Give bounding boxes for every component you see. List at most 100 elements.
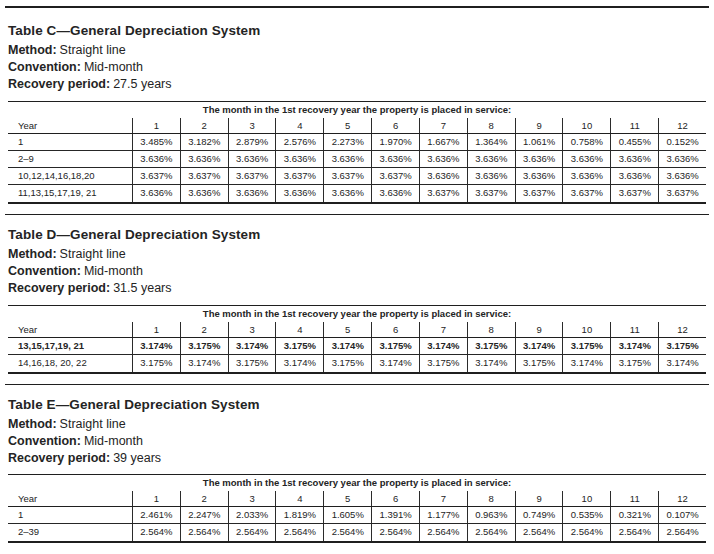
rate-cell: 2.564% xyxy=(371,524,419,541)
rate-cell: 3.175% xyxy=(467,338,515,354)
month-col-header: 7 xyxy=(419,322,467,337)
table-row: 12.461%2.247%2.033%1.819%1.605%1.391%1.1… xyxy=(8,507,706,524)
rate-cell: 3.636% xyxy=(132,151,180,167)
recovery-period-label: Recovery period: xyxy=(8,451,110,465)
recovery-period-line: Recovery period:31.5 years xyxy=(8,282,709,295)
rate-cell: 3.637% xyxy=(228,168,276,184)
method-line: Method:Straight line xyxy=(8,44,709,57)
rate-cell: 2.461% xyxy=(132,507,180,523)
rate-cell: 3.175% xyxy=(419,355,467,372)
rate-cell: 0.963% xyxy=(467,507,515,523)
month-col-header: 8 xyxy=(467,491,515,506)
rate-cell: 3.174% xyxy=(323,338,371,354)
month-col-header: 12 xyxy=(658,322,706,337)
recovery-period-line: Recovery period:27.5 years xyxy=(8,78,709,91)
month-col-header: 4 xyxy=(275,322,323,337)
rate-cell: 3.636% xyxy=(658,168,706,184)
convention-line: Convention:Mid-month xyxy=(8,435,709,448)
rate-cell: 0.107% xyxy=(658,507,706,523)
rate-cell: 3.637% xyxy=(515,185,563,202)
section-divider-line xyxy=(5,384,709,385)
rate-cell: 3.174% xyxy=(467,355,515,372)
rate-cell: 3.636% xyxy=(467,168,515,184)
table-row: 10,12,14,16,18,203.637%3.637%3.637%3.637… xyxy=(8,168,706,185)
rate-cell: 3.174% xyxy=(610,338,658,354)
rate-cell: 3.174% xyxy=(180,355,228,372)
convention-label: Convention: xyxy=(8,60,81,74)
document-page: Table C—General Depreciation System Meth… xyxy=(0,6,714,543)
month-col-header: 11 xyxy=(610,118,658,133)
rate-cell: 1.364% xyxy=(467,134,515,150)
rate-cell: 0.455% xyxy=(610,134,658,150)
convention-line: Convention:Mid-month xyxy=(8,265,709,278)
row-label: 13,15,17,19, 21 xyxy=(8,338,132,354)
convention-label: Convention: xyxy=(8,264,81,278)
rate-cell: 3.485% xyxy=(132,134,180,150)
month-col-header: 6 xyxy=(371,322,419,337)
rate-cell: 3.174% xyxy=(419,338,467,354)
rate-cell: 3.636% xyxy=(275,151,323,167)
rate-cell: 3.175% xyxy=(610,355,658,372)
rate-cell: 3.174% xyxy=(515,338,563,354)
rate-cell: 1.391% xyxy=(371,507,419,523)
month-col-header: 9 xyxy=(515,118,563,133)
convention-line: Convention:Mid-month xyxy=(8,61,709,74)
year-col-header: Year xyxy=(8,491,132,506)
rate-cell: 3.175% xyxy=(515,355,563,372)
rate-cell: 0.152% xyxy=(658,134,706,150)
rate-cell: 0.535% xyxy=(562,507,610,523)
rate-cell: 3.174% xyxy=(132,338,180,354)
rate-cell: 3.174% xyxy=(371,355,419,372)
recovery-period-label: Recovery period: xyxy=(8,281,110,295)
rate-cell: 1.177% xyxy=(419,507,467,523)
rate-cell: 2.879% xyxy=(228,134,276,150)
table-row: 13.485%3.182%2.879%2.576%2.273%1.970%1.6… xyxy=(8,134,706,151)
table-c-title: Table C—General Depreciation System xyxy=(8,23,709,38)
month-col-header: 6 xyxy=(371,491,419,506)
rate-cell: 3.175% xyxy=(371,338,419,354)
method-value: Straight line xyxy=(60,247,126,261)
rate-cell: 3.637% xyxy=(467,185,515,202)
table-row: 14,16,18, 20, 223.175%3.174%3.175%3.174%… xyxy=(8,355,706,372)
rate-cell: 3.637% xyxy=(562,185,610,202)
month-col-header: 10 xyxy=(562,322,610,337)
rate-cell: 3.636% xyxy=(658,151,706,167)
month-col-header: 9 xyxy=(515,322,563,337)
rate-cell: 3.175% xyxy=(132,355,180,372)
month-col-header: 7 xyxy=(419,491,467,506)
rate-cell: 2.273% xyxy=(323,134,371,150)
month-col-header: 3 xyxy=(228,491,276,506)
month-col-header: 2 xyxy=(180,322,228,337)
month-col-header: 5 xyxy=(323,491,371,506)
rate-cell: 3.175% xyxy=(180,338,228,354)
convention-value: Mid-month xyxy=(84,434,143,448)
method-label: Method: xyxy=(8,43,57,57)
rate-cell: 0.321% xyxy=(610,507,658,523)
rate-cell: 2.564% xyxy=(132,524,180,541)
table-span-header: The month in the 1st recovery year the p… xyxy=(8,102,706,118)
rate-cell: 3.637% xyxy=(323,168,371,184)
month-col-header: 12 xyxy=(658,491,706,506)
rate-cell: 3.637% xyxy=(658,185,706,202)
month-col-header: 4 xyxy=(275,491,323,506)
rate-cell: 2.564% xyxy=(228,524,276,541)
rate-cell: 3.636% xyxy=(180,151,228,167)
rate-cell: 3.174% xyxy=(228,338,276,354)
method-line: Method:Straight line xyxy=(8,248,709,261)
rate-cell: 3.636% xyxy=(515,168,563,184)
month-col-header: 11 xyxy=(610,322,658,337)
method-label: Method: xyxy=(8,417,57,431)
month-col-header: 11 xyxy=(610,491,658,506)
convention-value: Mid-month xyxy=(84,60,143,74)
rate-cell: 2.564% xyxy=(658,524,706,541)
month-col-header: 2 xyxy=(180,491,228,506)
table-row: 11,13,15,17,19, 213.636%3.636%3.636%3.63… xyxy=(8,185,706,202)
depreciation-table-d: The month in the 1st recovery year the p… xyxy=(8,305,706,374)
rate-cell: 1.970% xyxy=(371,134,419,150)
month-col-header: 9 xyxy=(515,491,563,506)
depreciation-table-c: The month in the 1st recovery year the p… xyxy=(8,101,706,204)
depreciation-table-e: The month in the 1st recovery year the p… xyxy=(8,474,706,543)
rate-cell: 1.605% xyxy=(323,507,371,523)
recovery-period-line: Recovery period:39 years xyxy=(8,452,709,465)
year-col-header: Year xyxy=(8,118,132,133)
